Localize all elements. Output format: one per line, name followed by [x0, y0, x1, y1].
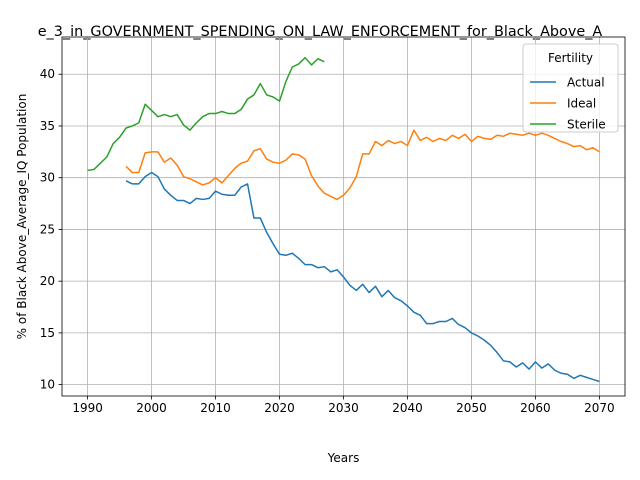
legend-label-actual: Actual	[567, 76, 605, 90]
x-tick-label: 2010	[200, 401, 231, 415]
series-line-sterile	[87, 56, 325, 172]
legend: Fertility Actual Ideal Sterile	[522, 43, 619, 133]
y-tick-label: 35	[40, 119, 55, 133]
series-line-actual	[125, 171, 600, 383]
y-axis-label: % of Black Above_Average_IQ Population	[15, 94, 29, 340]
y-tick-label: 15	[40, 326, 55, 340]
chart-title: e_3_in_GOVERNMENT_SPENDING_ON_LAW_ENFORC…	[38, 24, 603, 40]
x-tick-label: 2050	[456, 401, 487, 415]
x-tick-label: 1990	[72, 401, 103, 415]
x-tick-label: 2020	[264, 401, 295, 415]
x-tick-label: 2060	[520, 401, 551, 415]
y-tick-label: 25	[40, 222, 55, 236]
x-axis: 1990 2000 2010 2020 2030 2040 2050 2060 2070	[72, 396, 615, 415]
y-tick-label: 30	[40, 171, 55, 185]
x-axis-label: Years	[327, 451, 360, 465]
x-tick-label: 2070	[584, 401, 615, 415]
legend-box	[522, 43, 619, 133]
legend-label-ideal: Ideal	[567, 97, 596, 111]
series-line-ideal	[125, 129, 600, 201]
y-axis: 10 15 20 25 30 35 40	[40, 67, 62, 392]
x-tick-label: 2030	[328, 401, 359, 415]
series-lines	[87, 56, 600, 383]
legend-label-sterile: Sterile	[567, 118, 606, 132]
y-tick-label: 40	[40, 67, 55, 81]
x-tick-label: 2000	[136, 401, 167, 415]
y-tick-label: 20	[40, 274, 55, 288]
y-tick-label: 10	[40, 378, 55, 392]
legend-title: Fertility	[548, 51, 593, 65]
x-tick-label: 2040	[392, 401, 423, 415]
